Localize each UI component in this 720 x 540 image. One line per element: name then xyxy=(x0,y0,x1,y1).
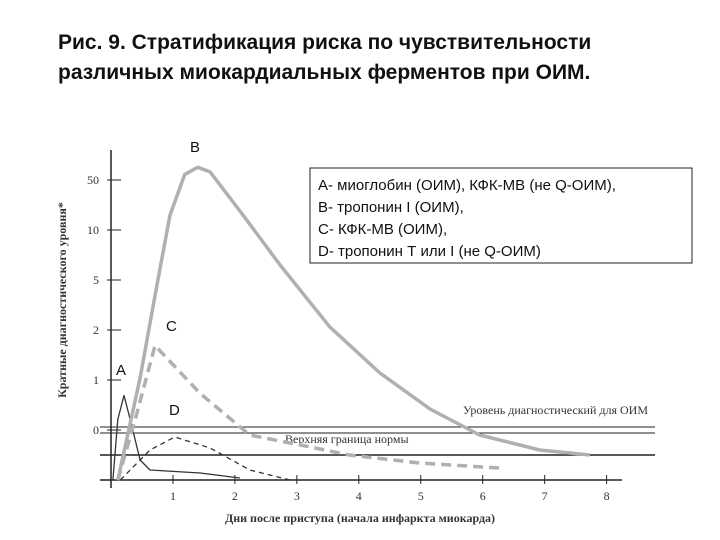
y-tick-label: 50 xyxy=(87,173,99,187)
legend-line: А- миоглобин (ОИМ), КФК-МВ (не Q-ОИМ), xyxy=(318,177,616,194)
x-tick-label: 1 xyxy=(170,489,176,503)
x-tick-label: 6 xyxy=(480,489,486,503)
legend-box xyxy=(309,167,693,264)
series-name: D xyxy=(169,402,180,419)
series-line xyxy=(116,165,591,481)
series-name: B xyxy=(190,139,200,156)
y-axis-label: Кратные диагностического уровня* xyxy=(55,202,69,398)
series-name: A xyxy=(116,362,126,379)
y-tick-label: 2 xyxy=(93,323,99,337)
x-tick-label: 4 xyxy=(356,489,362,503)
series-name: C xyxy=(166,318,177,335)
reference-label: Верхняя граница нормы xyxy=(285,432,409,446)
y-tick-label: 1 xyxy=(93,373,99,387)
y-tick-label: 0 xyxy=(93,423,99,437)
x-tick-label: 8 xyxy=(604,489,610,503)
x-axis-label: Дни после приступа (начала инфаркта миок… xyxy=(225,511,495,525)
legend-line: С- КФК-МВ (ОИМ), xyxy=(318,221,447,238)
y-tick-label: 5 xyxy=(93,273,99,287)
chart-subtitle: различных миокардиальных ферментов при О… xyxy=(58,61,590,84)
legend-line: В- тропонин I (ОИМ), xyxy=(318,199,464,216)
x-tick-label: 3 xyxy=(294,489,300,503)
series-line xyxy=(112,394,240,481)
chart-title: Рис. 9. Стратификация риска по чувствите… xyxy=(58,31,591,54)
x-tick-label: 2 xyxy=(232,489,238,503)
y-tick-label: 10 xyxy=(87,223,99,237)
reference-label: Уровень диагностический для ОИМ xyxy=(463,403,648,417)
legend-line: D- тропонин Т или I (не Q-ОИМ) xyxy=(318,243,541,260)
series-line xyxy=(116,343,500,481)
x-tick-label: 5 xyxy=(418,489,424,503)
x-tick-label: 7 xyxy=(542,489,548,503)
